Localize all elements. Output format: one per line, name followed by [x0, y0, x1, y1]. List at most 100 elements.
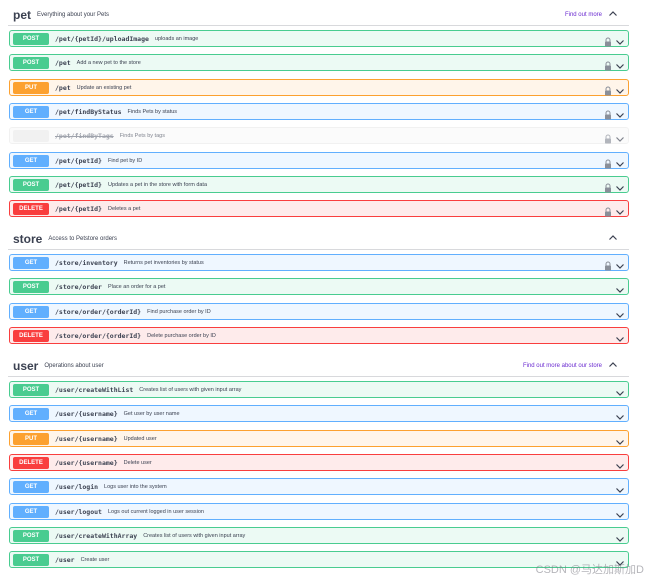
tag-description: Everything about your Pets [37, 11, 110, 18]
operation-post-pet-1[interactable]: POST/pet Add a new pet to the store [9, 54, 629, 71]
operation-path: /user/logout [55, 507, 102, 516]
lock-icon[interactable] [604, 156, 612, 169]
operation-put-pet-2[interactable]: PUT/pet Update an existing pet [9, 79, 629, 96]
method-badge: POST [13, 32, 49, 45]
chevron-down-icon[interactable] [615, 555, 625, 566]
chevron-down-icon[interactable] [615, 131, 625, 142]
chevron-down-icon[interactable] [615, 107, 625, 118]
tag-header-store[interactable]: store Access to Petstore orders [8, 228, 629, 250]
tag-header-pet[interactable]: pet Everything about your Pets Find out mo… [8, 4, 629, 26]
tag-header-user[interactable]: user Operations about user Find out more a… [8, 355, 629, 377]
operation-delete-store-3[interactable]: DELETE/store/order/{orderId} Delete purch… [9, 327, 629, 344]
operation-post-pet-0[interactable]: POST/pet/{petId}/uploadImage uploads an i… [9, 30, 629, 47]
operation-summary: Update an existing pet [76, 84, 132, 91]
operation-get-store-2[interactable]: GET/store/order/{orderId} Find purchase o… [9, 303, 629, 320]
chevron-down-icon[interactable] [615, 180, 625, 191]
method-badge: GET [13, 480, 49, 493]
operation-summary: Logs user into the system [104, 483, 167, 490]
operation-summary: Deletes a pet [107, 205, 141, 212]
operation-path: /store/order [55, 282, 102, 291]
method-badge: POST [13, 553, 49, 566]
lock-icon[interactable] [604, 34, 612, 47]
operation-summary: Delete purchase order by ID [147, 332, 216, 339]
method-badge: GET [13, 256, 49, 269]
tag-external-docs-link[interactable]: Find out more about our store [522, 363, 602, 369]
operation-summary: Finds Pets by status [127, 108, 178, 115]
operation-get-store-0[interactable]: GET/store/inventory Returns pet inventori… [9, 254, 629, 271]
lock-icon[interactable] [604, 83, 612, 96]
operation-post-user-7[interactable]: POST/user Create user [9, 551, 629, 568]
lock-icon[interactable] [604, 131, 612, 144]
operation-post-user-6[interactable]: POST/user/createWithArray Creates list of… [9, 527, 629, 544]
chevron-down-icon[interactable] [615, 258, 625, 269]
operation-path: /store/order/{orderId} [55, 307, 142, 316]
method-badge: GET [13, 154, 49, 167]
method-badge: POST [13, 178, 49, 191]
operation-get-user-1[interactable]: GET/user/{username} Get user by user name [9, 405, 629, 422]
operation-get-user-4[interactable]: GET/user/login Logs user into the system [9, 478, 629, 495]
chevron-down-icon[interactable] [615, 58, 625, 69]
operation-get-pet-5[interactable]: GET/pet/{petId} Find pet by ID [9, 152, 629, 169]
operation-path: /pet/findByStatus [55, 107, 122, 116]
chevron-down-icon[interactable] [615, 34, 625, 45]
chevron-down-icon[interactable] [615, 531, 625, 542]
chevron-down-icon[interactable] [615, 482, 625, 493]
operation-summary: Place an order for a pet [107, 283, 166, 290]
chevron-up-icon[interactable] [607, 232, 619, 244]
method-badge: POST [13, 529, 49, 542]
chevron-down-icon[interactable] [615, 331, 625, 342]
method-badge: POST [13, 383, 49, 396]
operation-summary: Find pet by ID [107, 157, 143, 164]
tag-description: Access to Petstore orders [48, 235, 118, 242]
chevron-down-icon[interactable] [615, 83, 625, 94]
operation-summary: Add a new pet to the store [76, 59, 141, 66]
operation-summary: Get user by user name [123, 410, 180, 417]
operation-path: /user/{username} [55, 458, 118, 467]
method-badge: GET [13, 505, 49, 518]
operation-put-user-2[interactable]: PUT/user/{username} Updated user [9, 430, 629, 447]
chevron-down-icon[interactable] [615, 282, 625, 293]
chevron-down-icon[interactable] [615, 409, 625, 420]
chevron-down-icon[interactable] [615, 307, 625, 318]
operation-get-pet-3[interactable]: GET/pet/findByStatus Finds Pets by status [9, 103, 629, 120]
operation-post-store-1[interactable]: POST/store/order Place an order for a pet [9, 278, 629, 295]
operation-post-pet-6[interactable]: POST/pet/{petId} Updates a pet in the sto… [9, 176, 629, 193]
chevron-up-icon[interactable] [607, 8, 619, 20]
chevron-up-icon[interactable] [607, 359, 619, 371]
chevron-down-icon[interactable] [615, 434, 625, 445]
operation-summary: Finds Pets by tags [119, 132, 165, 139]
operation-path: /store/inventory [55, 258, 118, 267]
chevron-down-icon[interactable] [615, 385, 625, 396]
operation-get-user-5[interactable]: GET/user/logout Logs out current logged i… [9, 503, 629, 520]
lock-icon[interactable] [604, 58, 612, 71]
operation-summary: Find purchase order by ID [147, 308, 211, 315]
tag-name: store [13, 231, 43, 246]
chevron-down-icon[interactable] [615, 204, 625, 215]
lock-icon[interactable] [604, 258, 612, 271]
chevron-down-icon[interactable] [615, 507, 625, 518]
operation-post-user-0[interactable]: POST/user/createWithList Creates list of … [9, 381, 629, 398]
operation-delete-pet-7[interactable]: DELETE/pet/{petId} Deletes a pet [9, 200, 629, 217]
watermark: CSDN @马达加斯加D [535, 564, 644, 576]
lock-icon[interactable] [604, 204, 612, 217]
chevron-down-icon[interactable] [615, 458, 625, 469]
chevron-down-icon[interactable] [615, 156, 625, 167]
lock-icon[interactable] [604, 180, 612, 193]
operation-path: /user/createWithArray [55, 531, 138, 540]
method-badge: DELETE [13, 202, 49, 215]
method-badge: POST [13, 56, 49, 69]
method-badge: GET [13, 407, 49, 420]
operation-get-pet-4[interactable]: GET/pet/findByTags Finds Pets by tags [9, 127, 629, 144]
method-badge: PUT [13, 432, 49, 445]
operation-path: /pet/{petId} [55, 204, 102, 213]
method-badge: PUT [13, 81, 49, 94]
operation-summary: Updated user [123, 435, 157, 442]
operation-path: /user [55, 555, 75, 564]
operation-delete-user-3[interactable]: DELETE/user/{username} Delete user [9, 454, 629, 471]
operation-path: /pet/{petId}/uploadImage [55, 34, 149, 43]
tag-external-docs-link[interactable]: Find out more [564, 12, 602, 18]
method-badge: DELETE [13, 329, 49, 342]
tag-name: pet [13, 7, 31, 22]
lock-icon[interactable] [604, 107, 612, 120]
